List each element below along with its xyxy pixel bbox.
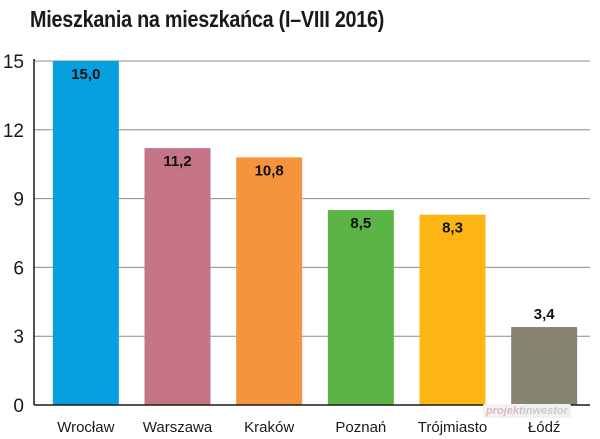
x-category-label: Kraków	[244, 419, 294, 436]
bar	[511, 327, 578, 405]
x-category-label: Warszawa	[143, 419, 213, 436]
bar	[144, 148, 211, 405]
x-category-label: Łódź	[528, 419, 561, 436]
watermark-logo: projektinwestor	[483, 404, 571, 418]
y-tick-label: 0	[13, 396, 24, 417]
bar	[419, 214, 486, 405]
watermark-part1: projekt	[486, 405, 523, 417]
y-tick-label: 15	[3, 52, 24, 73]
bar-value-label: 3,4	[534, 306, 556, 323]
bar-value-label: 11,2	[163, 153, 191, 170]
bar-value-label: 15,0	[71, 66, 100, 83]
bar-value-label: 8,3	[442, 220, 463, 237]
x-category-label: Trójmiasto	[418, 419, 487, 436]
y-tick-label: 9	[13, 190, 24, 211]
watermark-part2: inwestor	[522, 405, 568, 417]
y-tick-label: 6	[13, 258, 24, 279]
chart-title: Mieszkania na mieszkańca (I–VIII 2016)	[30, 6, 385, 32]
bar	[236, 157, 303, 405]
y-tick-label: 3	[13, 327, 24, 348]
bar	[327, 210, 394, 405]
x-category-label: Poznań	[335, 419, 386, 436]
bar-value-label: 8,5	[350, 215, 371, 232]
bar-value-label: 10,8	[255, 162, 284, 179]
bar	[52, 61, 119, 405]
y-tick-label: 12	[3, 121, 24, 142]
x-category-label: Wrocław	[57, 419, 114, 436]
